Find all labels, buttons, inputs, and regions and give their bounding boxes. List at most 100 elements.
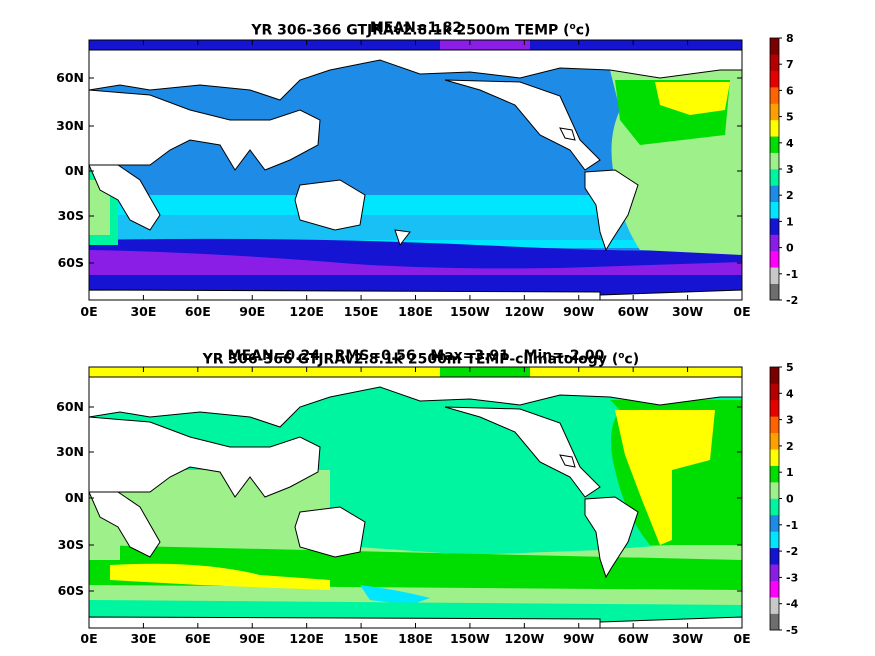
colorbar-swatch bbox=[770, 482, 779, 499]
lon-tick-label: 30E bbox=[130, 631, 156, 646]
lon-tick-label: 150E bbox=[344, 304, 379, 319]
colorbar-swatch bbox=[770, 136, 779, 153]
panel1-colorbar: 8 7 6 5 4 3 2 1 0 -1 -2 bbox=[769, 32, 798, 307]
colorbar-tick-label: 7 bbox=[786, 58, 794, 71]
lon-tick-label: 60E bbox=[185, 304, 211, 319]
colorbar-tick-label: -5 bbox=[786, 624, 798, 637]
colorbar-swatch bbox=[770, 498, 779, 516]
colorbar-swatch bbox=[770, 103, 779, 121]
colorbar-swatch bbox=[770, 169, 779, 186]
lon-tick-label: 150W bbox=[450, 631, 490, 646]
colorbar-swatch bbox=[770, 185, 779, 203]
colorbar-tick-label: 0 bbox=[786, 242, 794, 255]
colorbar-swatch bbox=[770, 613, 779, 631]
colorbar-tick-label: 0 bbox=[786, 493, 794, 506]
colorbar-swatch bbox=[770, 580, 779, 598]
panel1-title-suffix: c) bbox=[575, 22, 591, 39]
panel1-title-prefix: YR 306-366 GTJRAv2.8.1k 2500m TEMP ( bbox=[251, 22, 570, 39]
colorbar-swatch bbox=[770, 383, 779, 401]
panel2-title-prefix: YR 306-366 GTJRAv2.8.1k 2500m TEMP-clima… bbox=[202, 351, 619, 368]
panel2-colorbar: 5 4 3 2 1 0 -1 -2 -3 -4 -5 bbox=[769, 361, 799, 637]
lon-tick-label: 150E bbox=[344, 631, 379, 646]
panel2-title-line1: YR 306-366 GTJRAv2.8.1k 2500m TEMP-clima… bbox=[0, 332, 832, 368]
lat-tick-label: 0N bbox=[65, 490, 84, 505]
panel2-map bbox=[89, 367, 742, 628]
colorbar-swatch bbox=[770, 449, 779, 466]
lat-tick-label: 30N bbox=[56, 118, 84, 133]
lat-tick-label: 60N bbox=[56, 70, 84, 85]
panel2-title-unit: o bbox=[618, 351, 625, 361]
lon-tick-label: 60W bbox=[618, 631, 649, 646]
lon-tick-label: 120W bbox=[504, 631, 544, 646]
lat-tick-label: 60N bbox=[56, 399, 84, 414]
panel2-continents bbox=[89, 376, 742, 628]
colorbar-tick-label: 5 bbox=[786, 111, 794, 124]
lat-tick-label: 30S bbox=[58, 208, 84, 223]
colorbar-tick-label: -1 bbox=[786, 519, 798, 532]
colorbar-swatch bbox=[770, 367, 779, 384]
colorbar-swatch bbox=[770, 250, 779, 268]
lat-tick-label: 60S bbox=[58, 583, 84, 598]
panel1-continents bbox=[89, 49, 742, 300]
lon-tick-label: 180E bbox=[398, 304, 433, 319]
colorbar-tick-label: -4 bbox=[786, 598, 799, 611]
colorbar-swatch bbox=[770, 234, 779, 252]
colorbar-swatch bbox=[770, 38, 779, 55]
lon-tick-label: 30E bbox=[130, 304, 156, 319]
lon-tick-label: 120E bbox=[289, 304, 324, 319]
colorbar-tick-label: 4 bbox=[786, 387, 794, 400]
colorbar-tick-label: -2 bbox=[786, 294, 798, 307]
colorbar-tick-label: 5 bbox=[786, 361, 794, 374]
colorbar-swatch bbox=[770, 267, 779, 284]
lon-tick-label: 60E bbox=[185, 631, 211, 646]
colorbar-swatch bbox=[770, 119, 779, 137]
colorbar-swatch bbox=[770, 432, 779, 450]
lon-tick-label: 0E bbox=[733, 631, 750, 646]
colorbar-tick-label: -2 bbox=[786, 545, 798, 558]
colorbar-swatch bbox=[770, 465, 779, 483]
colorbar-tick-label: -3 bbox=[786, 571, 798, 584]
colorbar-swatch bbox=[770, 87, 779, 104]
colorbar-tick-label: 8 bbox=[786, 32, 794, 45]
lon-tick-label: 0E bbox=[80, 631, 97, 646]
panel1-map bbox=[89, 40, 742, 300]
colorbar-swatch bbox=[770, 514, 779, 532]
axes-layer: 0E 30E 60E 90E 120E 150E 180E 150W 120W 90W 60W 30W… bbox=[56, 40, 751, 646]
lon-tick-label: 60W bbox=[618, 304, 649, 319]
colorbar-swatch bbox=[770, 218, 779, 235]
colorbar-swatch bbox=[770, 70, 779, 88]
lat-tick-label: 0N bbox=[65, 163, 84, 178]
lon-tick-label: 90E bbox=[239, 631, 265, 646]
lon-tick-label: 120W bbox=[504, 304, 544, 319]
panel1-title-unit: o bbox=[569, 22, 576, 32]
lon-tick-label: 0E bbox=[80, 304, 97, 319]
colorbar-swatch bbox=[770, 597, 779, 614]
lon-tick-label: 0E bbox=[733, 304, 750, 319]
colorbar-swatch bbox=[770, 531, 779, 549]
lon-tick-label: 180E bbox=[398, 631, 433, 646]
colorbar-tick-label: 1 bbox=[786, 466, 794, 479]
colorbar-swatch bbox=[770, 416, 779, 434]
colorbar-swatch bbox=[770, 54, 779, 72]
panel2-title-line2: MEAN=0.24 RMS=0.56 Max=3.91 Min=-2.00 bbox=[227, 348, 605, 364]
colorbar-swatch bbox=[770, 201, 779, 219]
colorbar-tick-label: 2 bbox=[786, 189, 794, 202]
colorbar-tick-label: 1 bbox=[786, 215, 794, 228]
lon-tick-label: 90W bbox=[563, 304, 594, 319]
panel2-title-suffix: c) bbox=[624, 351, 640, 368]
lat-tick-label: 30S bbox=[58, 537, 84, 552]
colorbar-tick-label: 6 bbox=[786, 84, 794, 97]
colorbar-swatch bbox=[770, 564, 779, 581]
lon-tick-label: 120E bbox=[289, 631, 324, 646]
colorbar-tick-label: 4 bbox=[786, 137, 794, 150]
colorbar-tick-label: 2 bbox=[786, 440, 794, 453]
lon-tick-label: 30W bbox=[672, 631, 703, 646]
lon-tick-label: 150W bbox=[450, 304, 490, 319]
colorbar-swatch bbox=[770, 152, 779, 170]
colorbar-swatch bbox=[770, 283, 779, 301]
lat-tick-label: 30N bbox=[56, 444, 84, 459]
colorbar-tick-label: -1 bbox=[786, 268, 798, 281]
panel1-title-line2: MEAN=1.82 bbox=[369, 20, 463, 36]
panel1-title-line1: YR 306-366 GTJRAv2.8.1k 2500m TEMP (oc) bbox=[0, 3, 832, 39]
